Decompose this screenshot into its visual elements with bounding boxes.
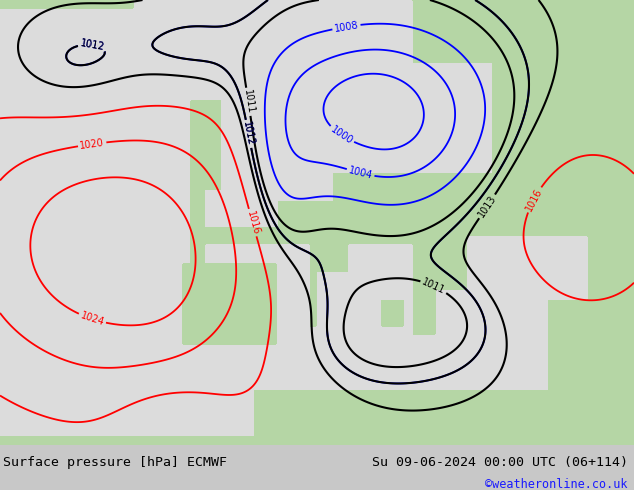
Text: 1020: 1020 bbox=[79, 138, 105, 151]
Text: 1016: 1016 bbox=[524, 186, 544, 213]
Text: 1012: 1012 bbox=[242, 121, 256, 147]
Text: 1013: 1013 bbox=[476, 194, 498, 220]
Text: ©weatheronline.co.uk: ©weatheronline.co.uk bbox=[485, 478, 628, 490]
Text: 1012: 1012 bbox=[242, 121, 256, 147]
Text: Surface pressure [hPa] ECMWF: Surface pressure [hPa] ECMWF bbox=[3, 456, 227, 468]
Text: 1016: 1016 bbox=[245, 210, 261, 236]
Text: 1011: 1011 bbox=[420, 276, 447, 296]
Text: Su 09-06-2024 00:00 UTC (06+114): Su 09-06-2024 00:00 UTC (06+114) bbox=[372, 456, 628, 468]
Text: 1024: 1024 bbox=[79, 310, 105, 328]
Bar bbox=[0, 0, 634, 445]
Text: 1012: 1012 bbox=[79, 38, 105, 52]
Text: 1012: 1012 bbox=[79, 38, 105, 52]
Text: 1004: 1004 bbox=[347, 165, 373, 181]
Text: 1008: 1008 bbox=[333, 20, 359, 34]
Text: 1000: 1000 bbox=[328, 124, 354, 146]
Text: 1011: 1011 bbox=[242, 89, 255, 115]
